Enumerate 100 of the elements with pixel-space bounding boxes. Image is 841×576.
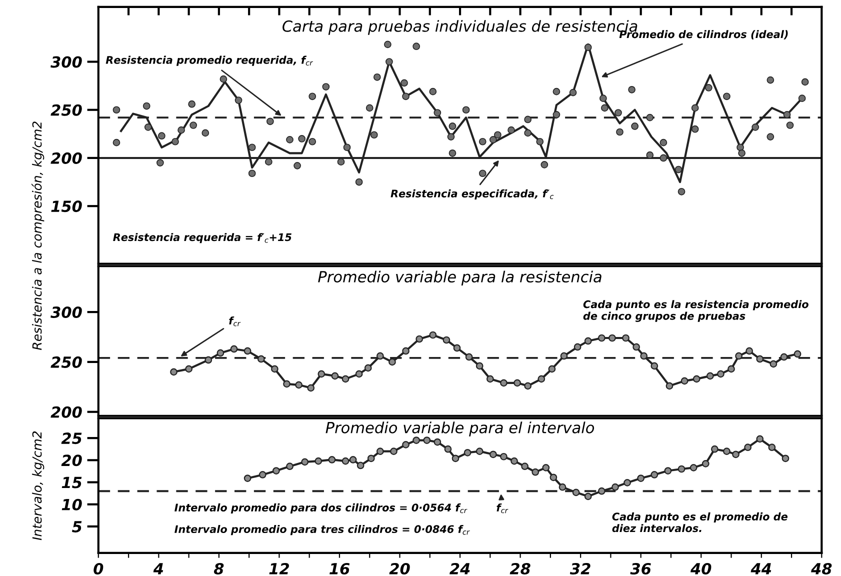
y-tick-label: 250 [50, 104, 82, 116]
point [612, 483, 619, 491]
y-tick-label: 20 [61, 454, 82, 466]
point [388, 358, 396, 366]
point [328, 456, 336, 464]
x-tick-label: 8 [214, 562, 224, 575]
point [640, 352, 648, 360]
point [402, 441, 410, 448]
point [367, 454, 375, 462]
point [423, 436, 431, 444]
point [416, 335, 424, 343]
x-tick-label: 0 [94, 562, 104, 575]
y-tick-label: 250 [50, 356, 82, 368]
point [584, 337, 592, 345]
point [782, 454, 790, 462]
point [756, 355, 764, 363]
point [680, 377, 688, 385]
point [356, 462, 364, 470]
point [185, 365, 192, 373]
annotation: f$_{cr}$ [496, 503, 508, 514]
point [624, 479, 631, 486]
point [444, 445, 452, 453]
point [500, 452, 508, 460]
y-tick-label: 150 [51, 200, 82, 212]
point [732, 450, 740, 458]
point [622, 334, 630, 342]
x-tick-label: 20 [389, 562, 410, 575]
point [314, 457, 322, 465]
point [272, 467, 280, 474]
point [402, 347, 410, 355]
point [524, 382, 532, 390]
point [794, 350, 802, 358]
y-tick-label: 200 [50, 406, 82, 418]
point [376, 352, 384, 360]
point [650, 362, 658, 370]
point [550, 474, 558, 482]
point [532, 468, 540, 476]
x-tick-label: 40 [690, 562, 712, 575]
y-tick-label: 5 [72, 521, 82, 532]
y-tick-label: 200 [50, 152, 82, 164]
point [598, 487, 606, 495]
point [728, 365, 735, 373]
point [632, 343, 640, 351]
x-tick-label: 16 [330, 562, 350, 575]
point [453, 344, 461, 352]
x-tick-label: 48 [811, 562, 832, 575]
point [723, 448, 730, 455]
point [376, 448, 384, 455]
annotation: f$_{cr}$ [229, 316, 241, 326]
point [574, 343, 582, 351]
point [584, 492, 592, 500]
point [768, 444, 776, 452]
point [307, 384, 315, 392]
y-tick-label: 15 [62, 476, 82, 488]
x-tick-label: 28 [510, 562, 530, 575]
point [464, 448, 472, 456]
point [770, 360, 778, 368]
point [542, 464, 550, 472]
point [244, 474, 252, 482]
point [442, 336, 450, 344]
annotation: Cada punto es el promedio de diez intervalos. [612, 512, 788, 532]
point [735, 352, 742, 360]
point [216, 349, 224, 357]
point [331, 372, 339, 380]
point [170, 368, 178, 376]
point [364, 364, 372, 372]
point [452, 454, 460, 462]
y-tick-label: 25 [61, 432, 82, 444]
point [342, 457, 350, 465]
point [295, 381, 302, 389]
annotation: Resistencia especificada, f′$_{c}$ [390, 189, 554, 200]
point [664, 467, 672, 474]
y-axis-title: Resistencia a la compresión, kg/cm2 [32, 122, 44, 350]
point [637, 474, 645, 482]
point [746, 347, 754, 355]
point [690, 464, 698, 472]
annotation: Intervalo promedio para tres cilindros = 0·0846 f$_{cr}$ [174, 524, 470, 536]
point [650, 471, 658, 478]
x-tick-label: 36 [630, 562, 651, 575]
x-tick-label: 24 [450, 562, 470, 574]
point [560, 352, 568, 360]
point [666, 382, 674, 390]
point [301, 458, 309, 466]
point [342, 375, 350, 383]
point [598, 334, 606, 342]
point [514, 379, 521, 387]
chart-title: Promedio variable para el intervalo [326, 422, 594, 436]
point [230, 345, 238, 353]
point [318, 370, 326, 378]
annotation: Resistencia requerida = f′$_{c}$+15 [113, 233, 292, 244]
point [257, 355, 265, 363]
point [429, 331, 437, 339]
annotation: Promedio de cilindros (ideal) [619, 30, 788, 40]
y-tick-label: 300 [50, 306, 82, 318]
point [465, 353, 473, 361]
point [434, 438, 442, 446]
point [271, 365, 278, 373]
annotation: Cada punto es la resistencia promedio de cinco grupos de pruebas [583, 300, 808, 322]
point [244, 347, 252, 355]
point [780, 353, 788, 361]
